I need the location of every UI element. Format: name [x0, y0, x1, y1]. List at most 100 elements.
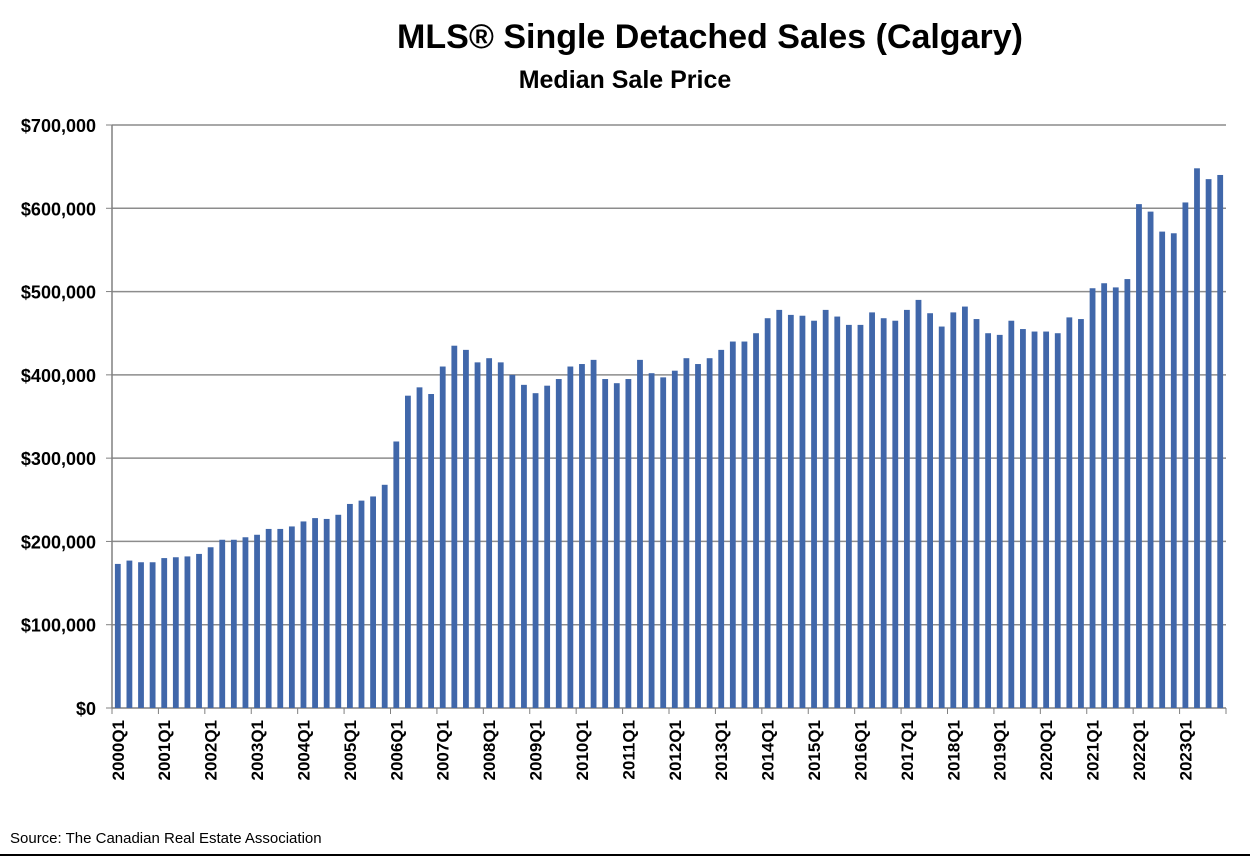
x-tick-label: 2004Q1 [294, 720, 313, 781]
bar-2021Q1 [1089, 288, 1096, 708]
bar-2011Q4 [660, 377, 667, 708]
bar-2000Q3 [138, 562, 144, 708]
x-tick-label: 2017Q1 [898, 720, 917, 781]
bar-2020Q3 [1066, 317, 1073, 708]
x-tick-label: 2014Q1 [759, 720, 778, 781]
bar-2021Q3 [1112, 287, 1119, 708]
bar-2001Q3 [184, 556, 191, 708]
bar-2007Q1 [439, 366, 446, 708]
x-tick-label: 2006Q1 [387, 720, 406, 781]
bar-2014Q1 [764, 318, 771, 708]
bar-2018Q1 [950, 312, 957, 708]
bar-2011Q3 [648, 373, 655, 708]
bar-2009Q4 [567, 366, 574, 708]
bar-2009Q1 [532, 393, 539, 708]
bar-2002Q3 [230, 539, 237, 708]
bar-2010Q4 [613, 383, 620, 708]
bar-2003Q1 [254, 534, 260, 708]
bar-2013Q4 [753, 333, 759, 708]
bar-2006Q4 [428, 394, 435, 708]
x-tick-label: 2003Q1 [248, 720, 267, 781]
bar-2005Q4 [381, 484, 388, 708]
bar-2015Q3 [834, 316, 841, 708]
bar-2006Q2 [405, 395, 411, 708]
bar-2003Q3 [277, 528, 284, 708]
bar-2001Q1 [161, 558, 168, 708]
x-tick-label: 2016Q1 [851, 720, 870, 781]
bar-2005Q2 [358, 500, 365, 708]
bar-2012Q4 [706, 358, 713, 708]
y-tick-label: $200,000 [21, 532, 96, 552]
x-tick-label: 2002Q1 [202, 720, 221, 781]
bar-2015Q4 [845, 324, 852, 708]
x-tick-label: 2001Q1 [155, 720, 174, 781]
bar-2016Q3 [880, 318, 887, 708]
y-tick-label: $700,000 [21, 116, 96, 136]
bar-2022Q3 [1159, 231, 1166, 708]
x-tick-label: 2023Q1 [1176, 720, 1195, 781]
bar-2013Q2 [729, 341, 736, 708]
bar-2011Q1 [625, 379, 632, 708]
x-tick-label: 2007Q1 [434, 720, 453, 781]
bar-2000Q4 [149, 562, 156, 708]
bar-2023Q2 [1194, 168, 1200, 708]
x-tick-label: 2020Q1 [1037, 720, 1056, 781]
bar-2019Q2 [1008, 320, 1015, 708]
y-tick-label: $300,000 [21, 449, 96, 469]
bar-2019Q4 [1031, 331, 1038, 708]
x-tick-label: 2012Q1 [666, 720, 685, 781]
bar-2020Q1 [1043, 331, 1050, 708]
bar-2017Q4 [938, 326, 945, 708]
bar-2023Q1 [1182, 202, 1189, 708]
y-tick-label: $500,000 [21, 283, 96, 303]
bar-2022Q2 [1147, 211, 1154, 709]
bar-2012Q1 [671, 370, 678, 708]
bar-2018Q3 [973, 319, 980, 708]
x-tick-label: 2009Q1 [527, 720, 546, 781]
x-tick-label: 2019Q1 [991, 720, 1010, 781]
bar-2016Q4 [892, 320, 899, 708]
bar-2010Q2 [590, 359, 597, 708]
bar-2003Q2 [265, 528, 272, 708]
bar-2010Q3 [602, 379, 609, 708]
bar-2023Q3 [1205, 179, 1212, 708]
bar-2014Q4 [799, 315, 806, 708]
bar-2018Q2 [962, 306, 968, 708]
bar-2007Q3 [463, 349, 469, 708]
bar-2017Q2 [915, 299, 922, 708]
bar-2018Q4 [985, 333, 992, 708]
bar-2009Q3 [555, 379, 562, 708]
bar-2005Q3 [370, 496, 376, 708]
bar-2017Q1 [903, 309, 910, 708]
bar-2020Q2 [1054, 333, 1061, 708]
bar-2023Q4 [1217, 174, 1224, 708]
x-tick-label: 2000Q1 [109, 720, 128, 781]
bar-2000Q2 [126, 560, 133, 708]
chart-subtitle: Median Sale Price [518, 66, 732, 94]
x-tick-label: 2010Q1 [573, 720, 592, 781]
y-tick-label: $100,000 [21, 616, 96, 636]
bar-2015Q1 [811, 320, 817, 708]
x-tick-label: 2011Q1 [619, 720, 638, 780]
x-tick-label: 2008Q1 [480, 720, 499, 781]
bar-2003Q4 [288, 526, 295, 708]
bar-2016Q1 [857, 324, 864, 708]
bar-2001Q2 [172, 557, 179, 708]
bar-2005Q1 [346, 503, 353, 708]
bar-2021Q4 [1124, 279, 1131, 708]
bar-2008Q4 [521, 384, 527, 708]
bar-2019Q1 [996, 334, 1003, 708]
bar-2007Q2 [451, 345, 458, 708]
chart-title: MLS® Single Detached Sales (Calgary) [397, 18, 1023, 56]
y-tick-label: $400,000 [21, 366, 96, 386]
bar-2021Q2 [1101, 283, 1108, 708]
bar-2013Q1 [718, 349, 725, 708]
bar-2012Q3 [695, 364, 701, 708]
bar-2012Q2 [683, 358, 690, 708]
bar-2011Q2 [637, 359, 643, 708]
bar-2002Q1 [207, 547, 214, 708]
x-tick-label: 2018Q1 [944, 720, 963, 781]
bottom-divider [0, 854, 1250, 856]
bar-2008Q1 [486, 358, 493, 708]
